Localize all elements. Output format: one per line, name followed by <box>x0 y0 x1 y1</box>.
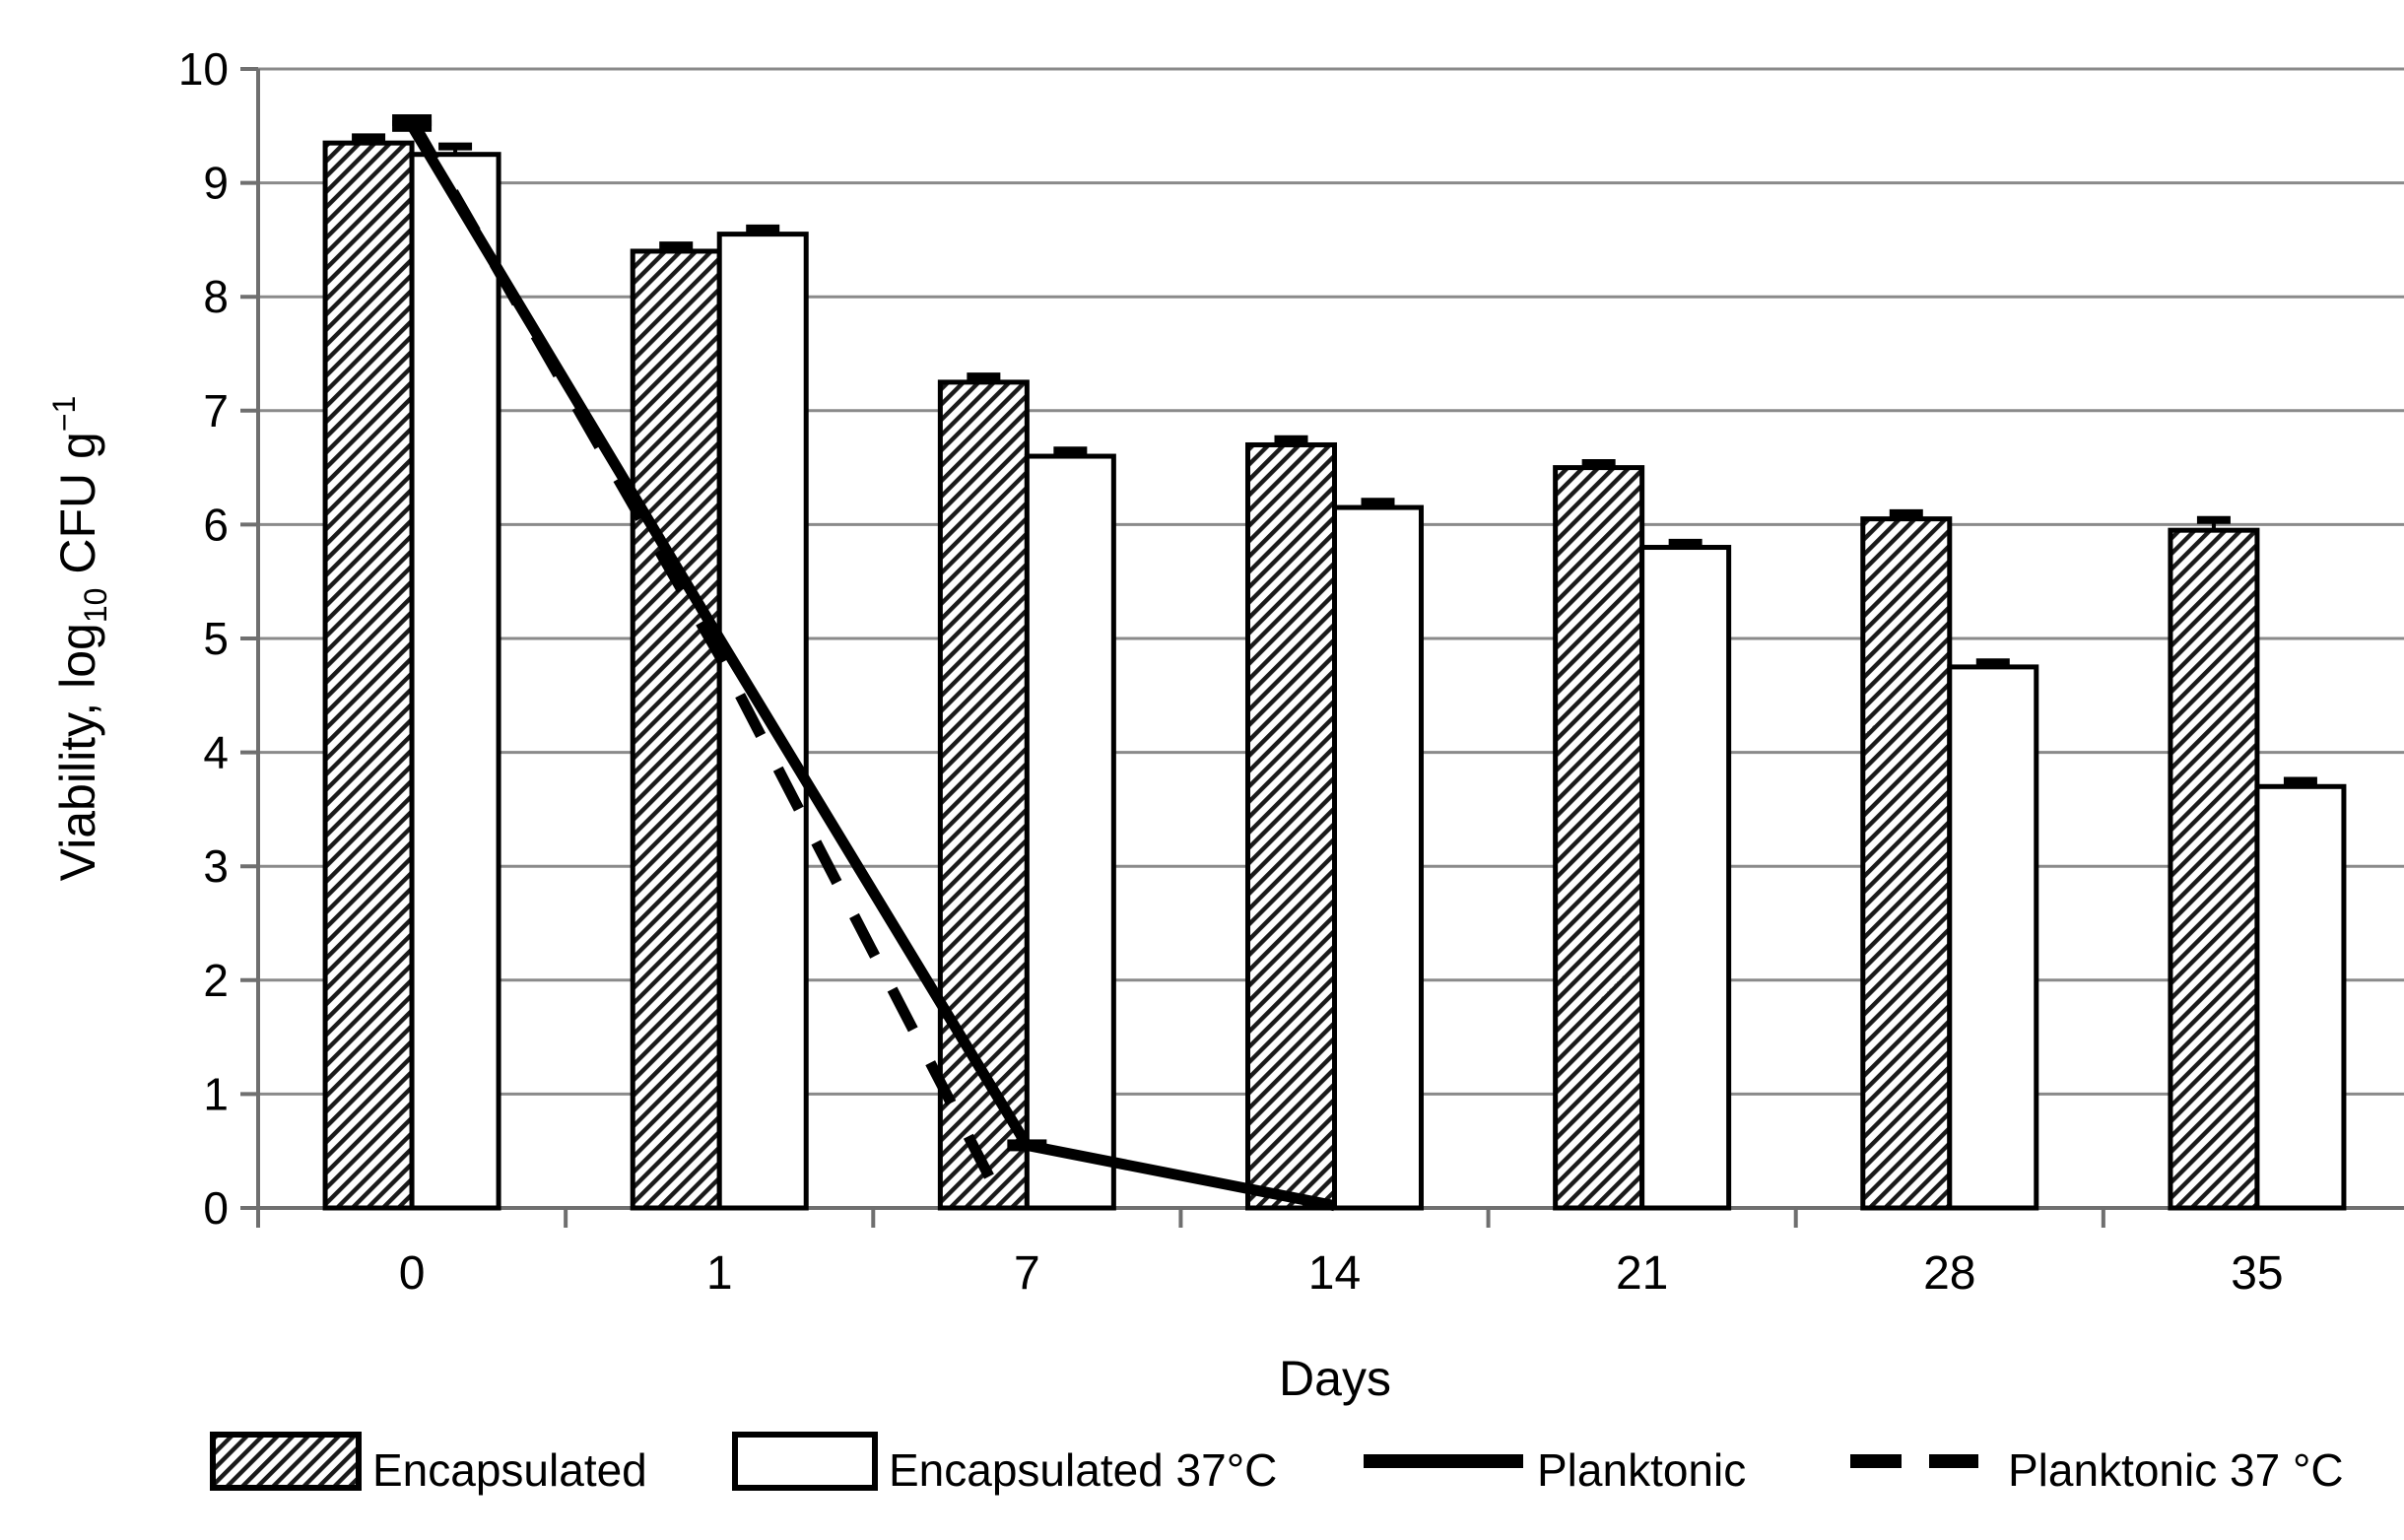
bar-encapsulated-37-day-21 <box>1639 545 1732 1211</box>
marker-planktonic-pt-2 <box>1007 1139 1047 1152</box>
x-tick-label-35: 35 <box>2231 1247 2283 1300</box>
bar-encapsulated-day-28 <box>1860 516 1953 1211</box>
x-tick-label-0: 0 <box>399 1247 426 1300</box>
bar-encapsulated-day-0 <box>322 140 415 1211</box>
bar-encapsulated-day-1 <box>630 248 722 1211</box>
bar-encapsulated-37-day-7 <box>1024 453 1116 1211</box>
y-axis-title-main: Viability, log <box>50 623 105 881</box>
legend-swatch-encapsulated-37 <box>732 1432 878 1491</box>
y-tick-label-0: 0 <box>203 1182 229 1234</box>
x-tick-label-21: 21 <box>1616 1247 1668 1300</box>
y-axis-title-subscript: 10 <box>78 588 113 624</box>
y-tick-label-9: 9 <box>203 158 229 209</box>
legend: Encapsulated Encapsulated 37°C Planktoni… <box>210 1432 2344 1496</box>
y-tick-label-1: 1 <box>203 1068 229 1119</box>
x-tick-label-28: 28 <box>1923 1247 1975 1300</box>
y-axis-title: Viability, log10 CFU g−1 <box>46 396 113 882</box>
y-axis-title-superscript: −1 <box>46 396 82 432</box>
legend-swatch-encapsulated <box>210 1432 362 1491</box>
bar-encapsulated-day-35 <box>2168 527 2260 1211</box>
bar-encapsulated-day-14 <box>1245 441 1337 1211</box>
series-line-planktonic <box>407 122 1336 1212</box>
viability-bar-line-chart: 0 1 2 3 4 5 6 7 8 9 10 0 1 7 14 21 28 35 Days Viability, … <box>39 16 2404 1524</box>
y-axis-title-mid: CFU g <box>50 432 105 587</box>
error-bars <box>352 133 2317 787</box>
x-tick-label-14: 14 <box>1308 1247 1361 1300</box>
legend-label-planktonic: Planktonic <box>1537 1444 1746 1496</box>
x-tick-label-1: 1 <box>706 1247 733 1300</box>
bar-encapsulated-37-day-35 <box>2254 783 2347 1211</box>
bar-groups <box>322 140 2347 1211</box>
y-tick-label-8: 8 <box>203 271 229 322</box>
tick-labels: 0 1 2 3 4 5 6 7 8 9 10 0 1 7 14 21 28 35 <box>178 43 2284 1300</box>
y-tick-label-5: 5 <box>203 613 229 664</box>
y-tick-label-2: 2 <box>203 955 229 1006</box>
legend-label-encapsulated: Encapsulated <box>372 1444 647 1496</box>
x-axis-title: Days <box>1279 1351 1391 1406</box>
legend-label-encapsulated-37: Encapsulated 37°C <box>889 1444 1277 1496</box>
chart-canvas: 0 1 2 3 4 5 6 7 8 9 10 0 1 7 14 21 28 35 Days Viability, … <box>46 43 2404 1496</box>
bar-encapsulated-37-day-28 <box>1947 664 2039 1211</box>
bar-encapsulated-37-day-14 <box>1332 504 1424 1211</box>
y-tick-label-4: 4 <box>203 727 229 778</box>
series-line-planktonic-37 <box>407 117 1011 1211</box>
bar-encapsulated-37-day-1 <box>716 232 809 1211</box>
legend-label-planktonic-37: Planktonic 37 °C <box>2008 1444 2344 1496</box>
y-tick-label-7: 7 <box>203 385 229 436</box>
bar-encapsulated-37-day-0 <box>409 152 501 1211</box>
bar-encapsulated-day-21 <box>1553 465 1645 1211</box>
marker-planktonic-37-pt-0 <box>392 114 433 127</box>
y-tick-label-10: 10 <box>178 43 229 95</box>
line-series <box>392 114 1336 1212</box>
x-tick-label-7: 7 <box>1014 1247 1040 1300</box>
y-tick-label-3: 3 <box>203 840 229 892</box>
y-tick-label-6: 6 <box>203 499 229 550</box>
